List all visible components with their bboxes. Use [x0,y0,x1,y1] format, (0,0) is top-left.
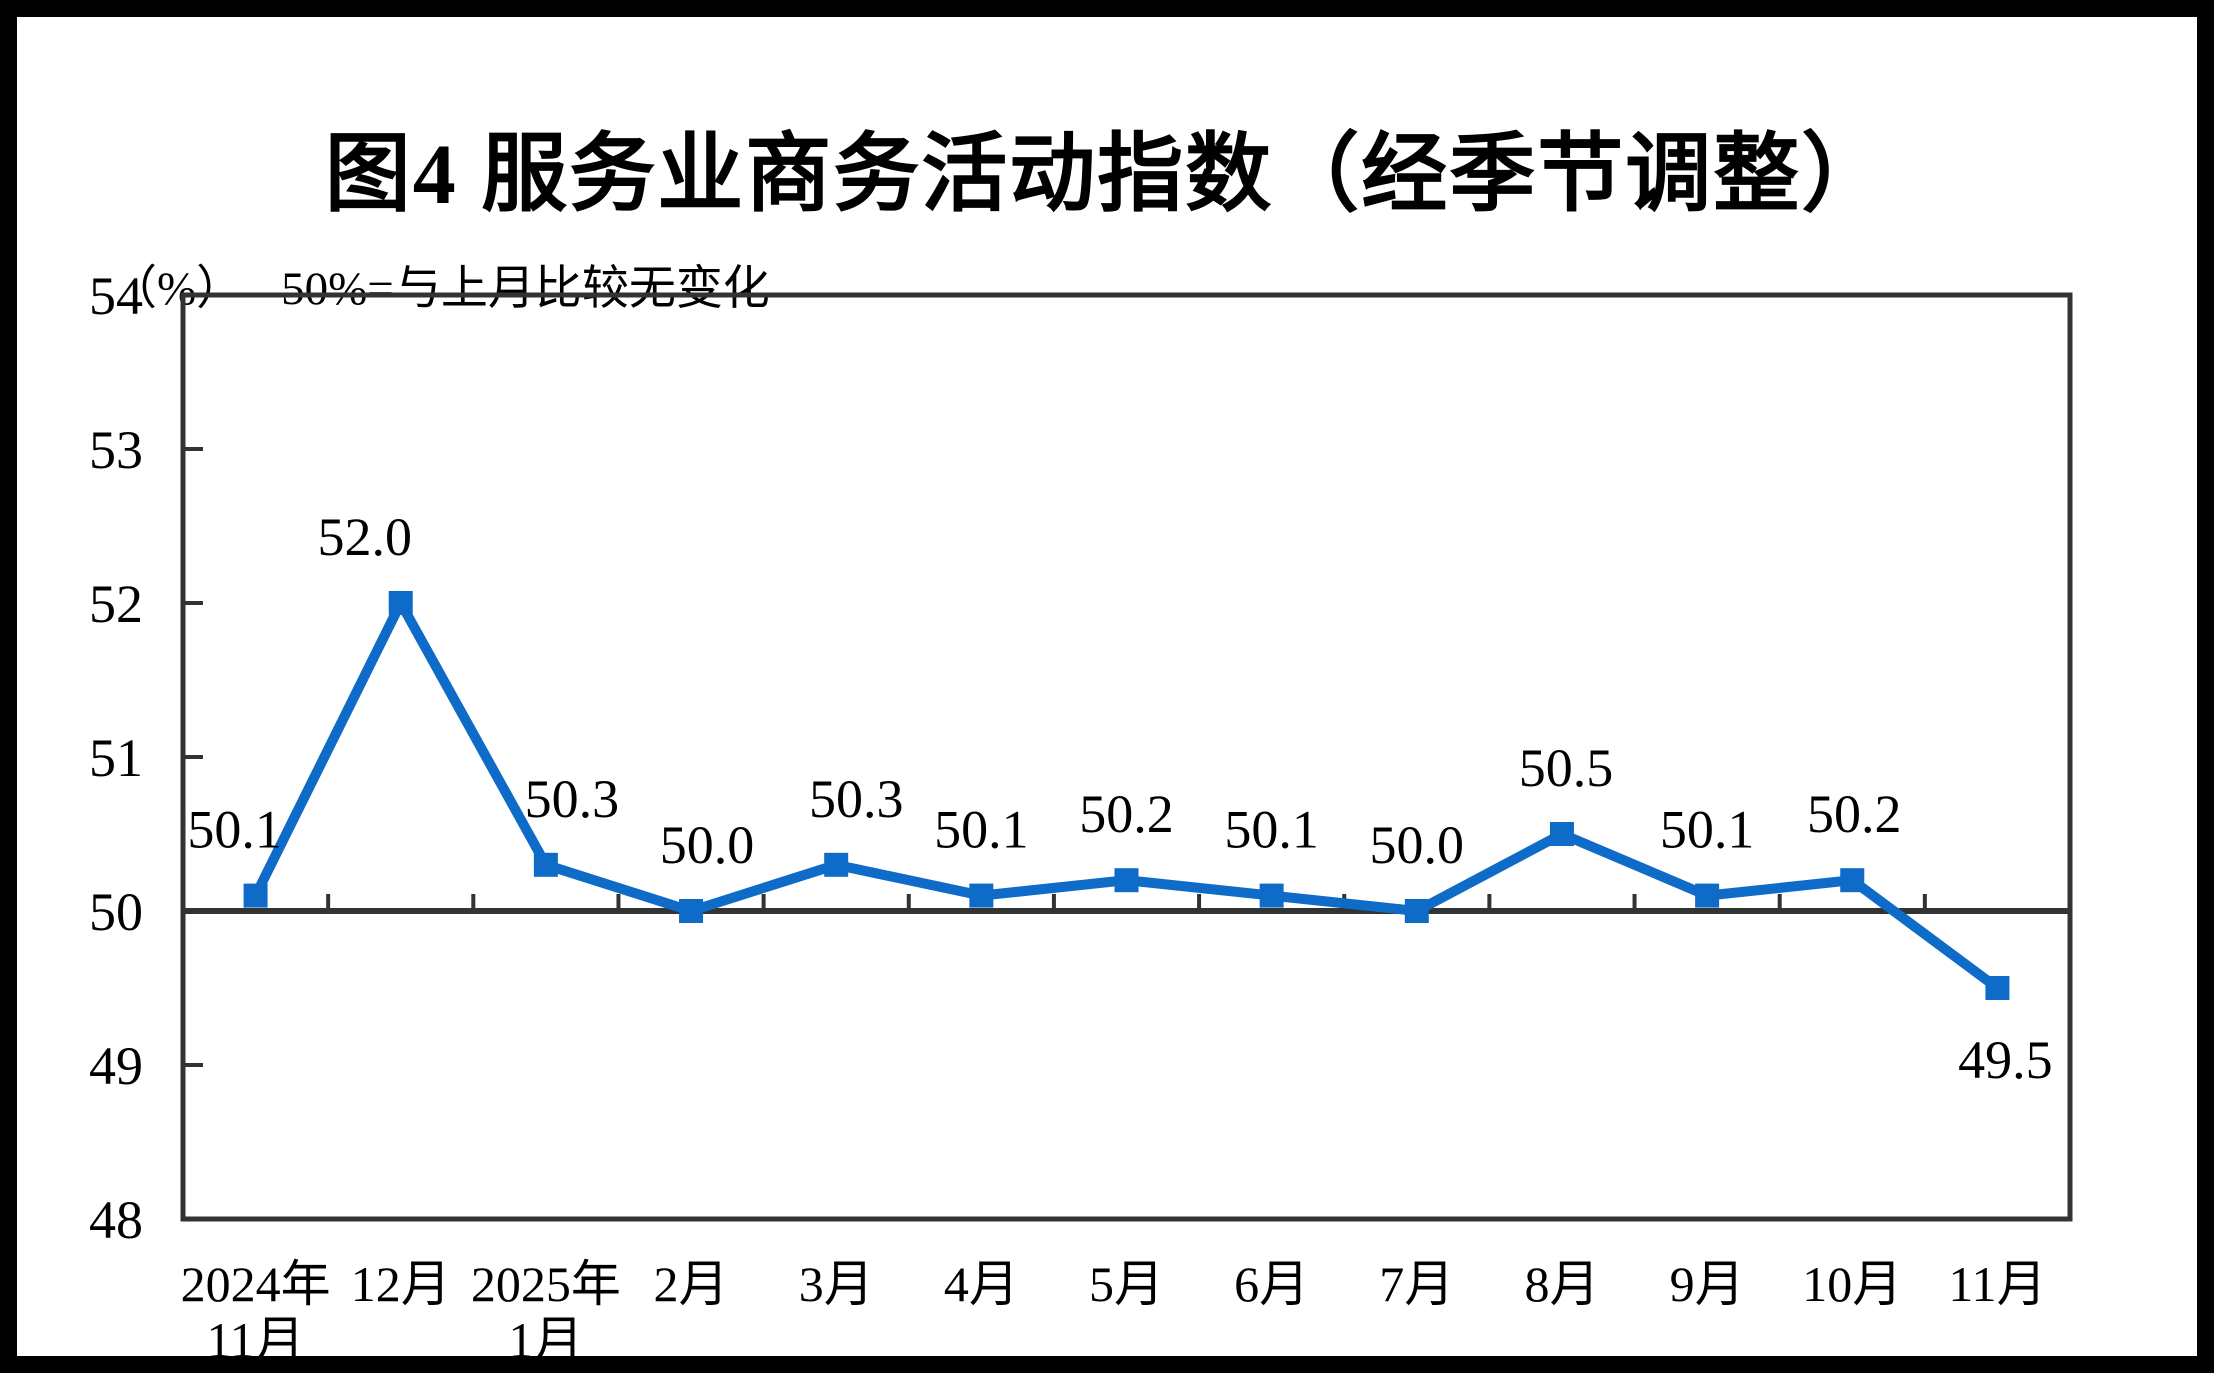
data-point-marker [1549,822,1574,846]
data-label: 50.0 [1370,815,1465,875]
data-label: 50.2 [1079,784,1174,844]
data-point-marker [1840,868,1865,893]
data-label: 50.2 [1807,784,1902,844]
data-point-marker [1259,883,1284,908]
data-point-marker [679,899,704,923]
x-axis-label: 3月 [799,1256,874,1312]
x-axis-label: 7月 [1379,1256,1454,1312]
data-point-marker [1985,976,2010,1000]
x-axis-label: 2月 [654,1256,729,1312]
x-axis-label: 1月 [508,1312,583,1368]
data-label: 50.3 [525,769,620,829]
data-label: 50.0 [660,815,755,875]
x-axis-label: 8月 [1524,1256,1599,1312]
data-point-marker [969,883,994,908]
y-axis-tick-label: 51 [89,728,143,788]
data-point-marker [1114,868,1139,893]
y-axis-tick-label: 53 [89,420,143,480]
chart-title: 图4 服务业商务活动指数（经季节调整） [324,125,1890,222]
y-axis-tick-label: 54 [89,266,143,326]
services-pmi-line-chart: 48 49 50 51 52 53 54 50.1 52.0 50.3 50.0 50.3 50.1 50… [89,266,2073,1368]
plot-border [180,292,2073,1222]
y-axis-tick-label: 49 [89,1036,143,1096]
x-axis-label: 2024年 [181,1256,331,1312]
y-axis-tick-label: 52 [89,574,143,634]
x-axis-label: 12月 [351,1256,451,1312]
data-point-marker [388,591,413,615]
x-axis-label: 9月 [1670,1256,1745,1312]
y-axis-tick-label: 50 [89,882,143,942]
y-axis-tick-label: 48 [89,1190,143,1250]
data-point-marker [824,852,849,877]
y-axis-unit-label: （%） [110,263,244,315]
data-label: 50.1 [1660,800,1755,860]
data-point-marker [1404,899,1429,923]
data-label: 50.1 [187,800,282,860]
x-axis-label: 4月 [944,1256,1019,1312]
reference-line-note: 50%=与上月比较无变化 [281,263,770,315]
data-label: 50.1 [1224,800,1319,860]
x-axis-label: 11月 [1948,1256,2046,1312]
x-axis-label: 11月 [206,1312,304,1368]
data-point-marker [1695,883,1720,908]
x-axis-label: 2025年 [471,1256,621,1312]
data-point-marker [243,883,268,908]
data-label: 50.5 [1519,738,1614,798]
data-label: 52.0 [317,507,412,567]
chart-subtitle: （%） 50%=与上月比较无变化 [63,195,770,372]
x-axis-label: 6月 [1234,1256,1309,1312]
data-label: 50.1 [934,800,1029,860]
data-label: 49.5 [1958,1030,2053,1090]
data-label: 50.3 [809,769,904,829]
x-axis-label: 10月 [1802,1256,1902,1312]
x-axis-label: 5月 [1089,1256,1164,1312]
data-point-marker [533,852,558,877]
